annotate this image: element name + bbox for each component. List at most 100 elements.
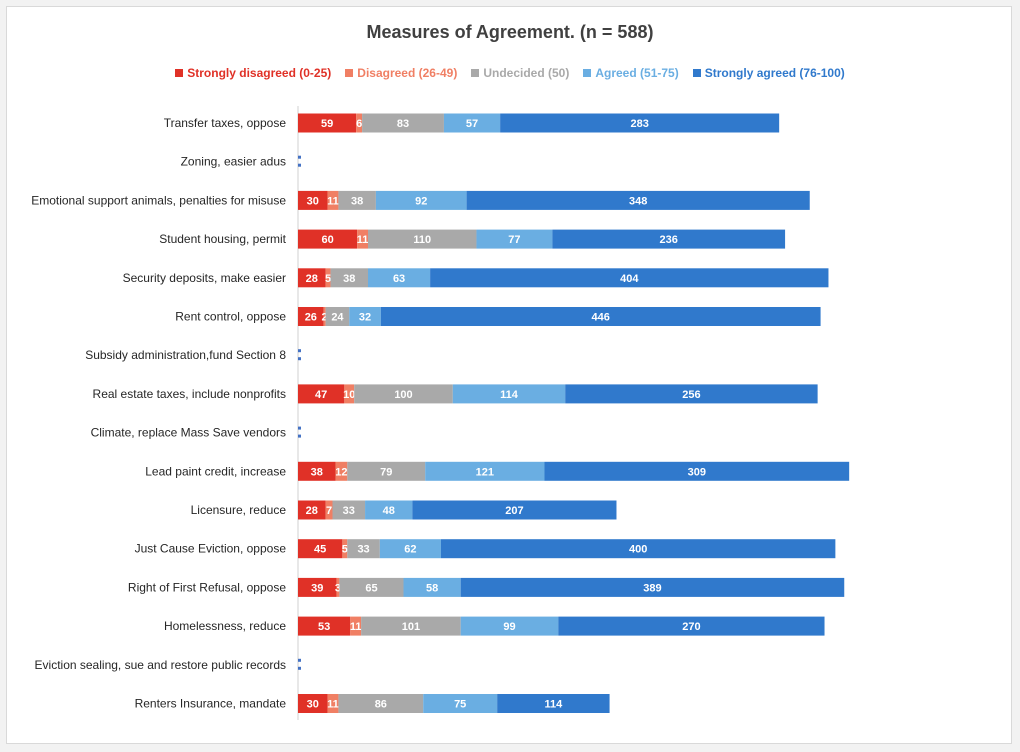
category-label: Subsidy administration,fund Section 8 [85,348,286,362]
bar-segment [335,461,348,481]
bar-segment [430,268,829,288]
category-label: Renters Insurance, mandate [135,697,287,711]
data-label: 99 [503,621,515,633]
bar-segment [349,307,381,326]
category-label: Emotional support animals, penalties for… [31,193,286,207]
data-label: 79 [380,466,392,478]
category-label: Licensure, reduce [191,503,287,517]
data-label: 236 [660,234,678,246]
legend-label: Undecided (50) [483,66,570,80]
legend-item: Strongly disagreed (0-25) [175,66,331,80]
data-label: 30 [307,699,319,711]
bar-segment [298,268,326,288]
bar-segment [375,190,467,210]
bar-segment [552,229,786,249]
bar-segment [380,307,821,326]
legend-label: Agreed (51-75) [595,66,679,80]
data-label: 121 [476,466,494,478]
data-label: 348 [629,195,647,207]
legend-swatch [583,69,592,77]
bar-segment [403,577,461,597]
data-label: 110 [413,234,431,246]
bar-segment [356,113,363,133]
data-label: 270 [682,621,700,633]
data-label: 75 [454,699,466,711]
bar-segment [298,500,326,520]
data-label: 92 [415,195,427,207]
empty-row-marker [298,155,301,159]
category-label: Student housing, permit [159,232,286,246]
bar-segment [347,539,380,559]
bar-segment [347,461,426,481]
bar-segment [327,694,339,713]
category-label: Real estate taxes, include nonprofits [93,387,286,401]
bar-segment [500,113,780,133]
data-label: 404 [620,273,639,285]
bar-segment [443,113,501,133]
data-label: 24 [331,312,344,324]
bar-segment [338,190,376,210]
legend-swatch [471,69,480,77]
bar-segment [460,616,559,636]
bar-segment [466,190,810,210]
bar-segment [365,500,413,520]
data-label: 283 [630,118,648,130]
bar-segment [298,616,351,636]
data-label: 60 [321,234,333,246]
empty-row-marker [298,357,301,361]
bar-segment [298,539,343,559]
bar-segment [350,616,362,636]
data-label: 10 [343,389,355,401]
bar-segment [558,616,825,636]
data-label: 11 [327,699,339,711]
data-label: 256 [682,389,700,401]
bar-segment [368,268,431,288]
data-label: 53 [318,621,330,633]
data-label: 389 [643,582,661,594]
data-label: 32 [359,312,371,324]
bar-segment [330,268,369,288]
data-label: 100 [394,389,412,401]
empty-row-marker [298,426,301,430]
data-label: 26 [305,312,317,324]
bar-segment [344,384,355,404]
legend-swatch [692,69,701,77]
bar-segment [354,384,453,404]
bar-segment [357,229,369,249]
data-label: 309 [688,466,706,478]
bar-segment [379,539,441,559]
data-label: 33 [357,544,369,556]
legend-item: Agreed (51-75) [583,66,679,80]
data-label: 38 [343,273,355,285]
bar-segment [544,461,850,481]
data-label: 38 [311,466,323,478]
data-label: 38 [351,195,363,207]
bar-segment [425,461,545,481]
bar-segment [342,539,348,559]
legend-label: Disagreed (26-49) [357,66,458,80]
bar-segment [298,384,345,404]
legend-item: Undecided (50) [471,66,569,80]
legend-item: Strongly agreed (76-100) [692,66,845,80]
bar-segment [412,500,617,520]
bar-segment [298,113,357,133]
bar-segment [298,694,328,713]
data-label: 30 [307,195,319,207]
bar-segment [368,229,477,249]
data-label: 77 [508,234,520,246]
data-label: 11 [357,234,369,246]
empty-row-marker [298,658,301,662]
category-label: Right of First Refusal, oppose [128,580,286,594]
bar-segment [298,461,336,481]
bar-segment [298,190,328,210]
category-label: Security deposits, make easier [123,271,286,285]
bar-segment [361,616,461,636]
empty-row-marker [298,349,301,353]
empty-row-marker [298,666,301,670]
bar-segment [323,307,326,326]
data-label: 45 [314,544,326,556]
bar-segment [325,307,350,326]
data-label: 28 [306,505,318,517]
data-label: 5 [342,544,348,556]
